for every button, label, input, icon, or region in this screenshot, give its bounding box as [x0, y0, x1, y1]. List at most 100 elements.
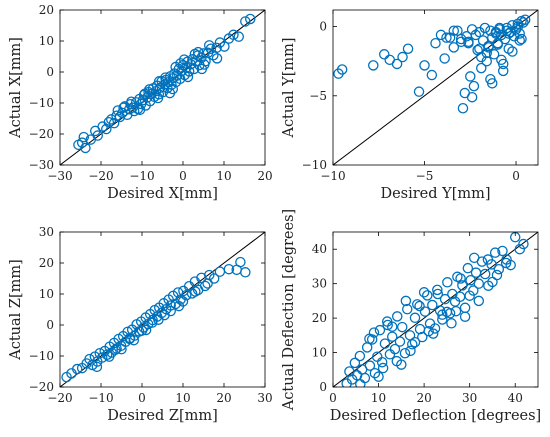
data-point [364, 360, 376, 371]
y-tick-label: −20 [29, 380, 54, 394]
data-point [516, 33, 527, 45]
data-point [493, 263, 505, 275]
data-point [377, 362, 389, 374]
data-point [412, 299, 423, 310]
x-tick-label: −10 [320, 169, 345, 183]
x-tick-label: 20 [416, 391, 431, 405]
data-point [474, 43, 485, 55]
x-tick-label: 30 [257, 391, 272, 405]
data-point [178, 54, 190, 65]
data-point [429, 323, 441, 334]
x-tick-label: 0 [138, 391, 146, 405]
y-tick-label: 20 [39, 3, 54, 17]
x-axis-label: Desired X[mm] [107, 186, 218, 202]
data-point [439, 53, 450, 64]
data-point [391, 58, 403, 70]
x-tick-label: 10 [371, 391, 386, 405]
data-point [110, 344, 121, 356]
data-point [354, 350, 366, 362]
data-point [419, 60, 430, 71]
x-tick-label: −20 [47, 391, 72, 405]
data-point [399, 347, 411, 359]
data-point [91, 361, 103, 373]
data-point [160, 72, 171, 83]
y-tick-label: −10 [302, 158, 327, 172]
reference-line [333, 10, 538, 165]
data-point [116, 343, 127, 355]
data-point [128, 334, 140, 346]
axes-box [332, 9, 539, 166]
data-point [164, 87, 176, 99]
data-point [503, 28, 514, 39]
data-point [188, 63, 200, 75]
data-point [402, 303, 413, 315]
x-tick-label: 0 [329, 391, 337, 405]
y-tick-label: 10 [39, 287, 54, 301]
data-point [336, 64, 348, 75]
data-point [463, 37, 474, 49]
chart-panel-1: −30 −20 −10 0 10 20 −30 −20 −10 0 10 20 Desired X[mm… [8, 3, 273, 202]
data-point [459, 302, 471, 314]
data-point [391, 311, 403, 322]
data-point [479, 22, 491, 34]
data-point [485, 73, 496, 85]
data-point [457, 280, 468, 291]
data-point [423, 325, 434, 337]
data-point [134, 104, 146, 116]
data-point [455, 273, 466, 284]
data-point [369, 367, 381, 379]
chart-panel-2: −10 −5 0 −10 −5 0 Desired Y[mm] Actual Y[mm] [281, 9, 539, 202]
data-point [223, 263, 235, 275]
data-point [397, 51, 408, 63]
data-point [136, 325, 148, 336]
data-point [446, 318, 457, 329]
data-point [500, 257, 512, 269]
data-point [211, 53, 223, 64]
x-axis-label: Desired Deflection [degrees] [330, 408, 541, 424]
data-point [447, 288, 458, 300]
data-point [482, 254, 494, 265]
y-tick-label: 40 [312, 242, 327, 256]
y-tick-label: 10 [312, 346, 327, 360]
y-tick-label: 0 [46, 318, 54, 332]
data-point [473, 295, 485, 307]
data-layer [333, 10, 538, 165]
x-tick-label: 10 [216, 169, 231, 183]
y-tick-label: 0 [46, 65, 54, 79]
data-point [439, 293, 451, 305]
data-point [492, 39, 503, 50]
data-layer [60, 232, 265, 387]
data-point [349, 357, 361, 369]
data-point [374, 324, 386, 336]
data-point [464, 290, 475, 301]
y-tick-label: −10 [29, 96, 54, 110]
y-tick-label: 0 [319, 20, 327, 34]
y-tick-label: −10 [29, 349, 54, 363]
data-point [373, 371, 384, 382]
data-point [240, 267, 251, 278]
data-point [244, 13, 256, 25]
data-point [240, 16, 251, 27]
data-point [501, 25, 513, 37]
data-point [422, 290, 433, 301]
data-point [140, 324, 152, 336]
data-point [441, 306, 453, 318]
data-point [468, 252, 480, 264]
data-point [409, 312, 421, 324]
y-tick-label: −20 [29, 127, 54, 141]
data-point [432, 288, 444, 300]
data-point [182, 71, 194, 83]
data-point [165, 300, 176, 311]
data-point [494, 22, 505, 34]
data-point [496, 54, 507, 66]
axes-box [59, 9, 266, 166]
x-axis-label: Desired Z[mm] [107, 408, 218, 424]
data-point [470, 267, 482, 278]
data-layer [333, 232, 538, 387]
y-tick-label: 0 [319, 380, 327, 394]
data-point [71, 363, 83, 375]
data-point [152, 92, 164, 104]
y-tick-label: −30 [29, 158, 54, 172]
data-point [203, 40, 215, 51]
